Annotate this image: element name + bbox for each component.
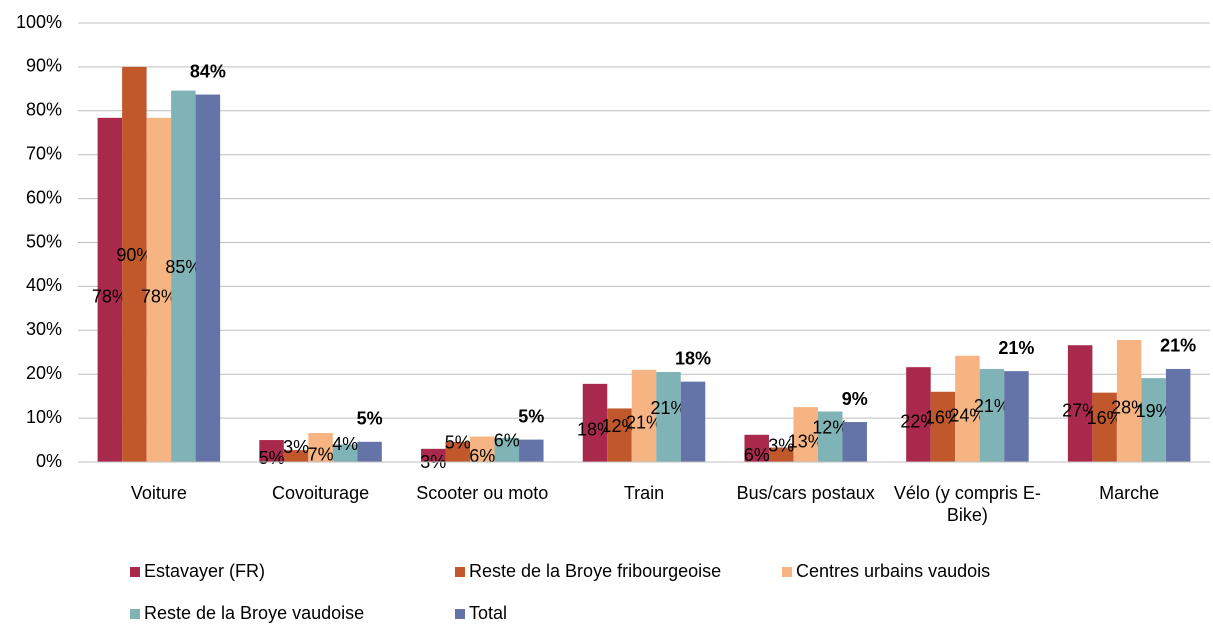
data-label: 24%	[949, 406, 985, 426]
y-tick-label: 60%	[26, 187, 62, 207]
legend-label: Reste de la Broye fribourgeoise	[469, 561, 721, 581]
bar	[122, 66, 147, 463]
bar	[494, 437, 520, 462]
data-label: 5%	[445, 433, 471, 453]
x-tick-label: Train	[623, 483, 665, 503]
bar	[1141, 378, 1166, 462]
y-tick-label: 40%	[26, 275, 62, 295]
data-label: 3%	[283, 437, 309, 457]
y-tick-label: 80%	[26, 100, 62, 120]
data-label: 6%	[494, 431, 520, 451]
bar	[582, 383, 608, 462]
bar	[445, 441, 471, 462]
bar	[97, 117, 123, 462]
data-label: 18%	[675, 348, 711, 368]
data-label: 3%	[768, 436, 794, 456]
bar	[421, 448, 446, 462]
data-label: 6%	[744, 445, 770, 465]
data-label: 22%	[900, 411, 936, 431]
bar	[195, 94, 221, 462]
data-label: 21%	[974, 396, 1010, 416]
bar	[308, 433, 333, 462]
legend-label: Reste de la Broye vaudoise	[144, 603, 364, 623]
legend-swatch	[455, 567, 465, 577]
bar	[259, 440, 284, 462]
bar	[519, 439, 544, 462]
data-label: 28%	[1111, 398, 1147, 418]
legend-label: Centres urbains vaudois	[796, 561, 990, 581]
data-label: 16%	[925, 408, 961, 428]
bar	[1165, 368, 1191, 462]
data-label: 27%	[1062, 400, 1098, 420]
y-tick-label: 20%	[26, 363, 62, 383]
data-label: 6%	[469, 446, 495, 466]
data-label: 85%	[165, 257, 201, 277]
bar	[1116, 339, 1142, 462]
bar	[768, 447, 794, 462]
x-tick-label: Scooter ou moto	[416, 483, 549, 503]
x-tick-label: Marche	[1099, 483, 1160, 503]
data-label: 78%	[141, 287, 177, 307]
data-label: 12%	[812, 418, 848, 438]
data-label: 21%	[998, 338, 1034, 358]
bar	[332, 444, 358, 462]
data-label: 4%	[332, 434, 358, 454]
legend-swatch	[455, 609, 465, 619]
legend-swatch	[130, 609, 140, 619]
y-tick-label: 90%	[26, 56, 62, 76]
bar	[470, 436, 495, 462]
y-tick-label: 100%	[16, 12, 62, 32]
bar	[1004, 371, 1029, 462]
data-label: 5%	[518, 406, 544, 426]
y-tick-label: 70%	[26, 143, 62, 163]
bar	[979, 368, 1005, 462]
data-label: 21%	[650, 398, 686, 418]
bar	[607, 408, 632, 462]
bar	[955, 355, 980, 462]
data-label: 21%	[626, 413, 662, 433]
data-label: 5%	[357, 409, 383, 429]
bar	[817, 411, 843, 462]
data-label: 21%	[1160, 336, 1196, 356]
data-label: 7%	[308, 444, 334, 464]
y-tick-label: 10%	[26, 407, 62, 427]
bar	[283, 450, 309, 462]
bar	[357, 441, 382, 462]
bar	[1067, 345, 1093, 462]
data-label: 19%	[1136, 401, 1172, 421]
data-label: 18%	[577, 420, 613, 440]
bar	[930, 391, 956, 462]
bar	[842, 422, 867, 462]
bar	[680, 381, 706, 462]
bar	[656, 372, 681, 462]
y-tick-label: 0%	[36, 451, 62, 471]
y-tick-label: 30%	[26, 319, 62, 339]
bar	[146, 117, 172, 462]
data-label: 78%	[92, 287, 128, 307]
legend-swatch	[130, 567, 140, 577]
data-label: 16%	[1087, 408, 1123, 428]
legend-label: Total	[469, 603, 507, 623]
data-label: 5%	[259, 448, 285, 468]
y-tick-label: 50%	[26, 231, 62, 251]
data-label: 90%	[116, 245, 152, 265]
bar	[1092, 392, 1117, 462]
bar	[631, 369, 657, 462]
data-label: 12%	[601, 416, 637, 436]
x-tick-label: Vélo (y compris E-Bike)	[893, 483, 1041, 525]
bar	[906, 367, 931, 462]
x-tick-label: Bus/cars postaux	[736, 483, 875, 503]
data-label: 9%	[842, 389, 868, 409]
data-label: 84%	[190, 61, 226, 81]
bar	[171, 90, 196, 462]
x-tick-label: Voiture	[130, 483, 187, 503]
legend-label: Estavayer (FR)	[144, 561, 265, 581]
data-label: 13%	[788, 431, 824, 451]
x-tick-label: Covoiturage	[272, 483, 370, 503]
bar	[744, 434, 769, 462]
legend-swatch	[782, 567, 792, 577]
bar	[793, 407, 818, 462]
